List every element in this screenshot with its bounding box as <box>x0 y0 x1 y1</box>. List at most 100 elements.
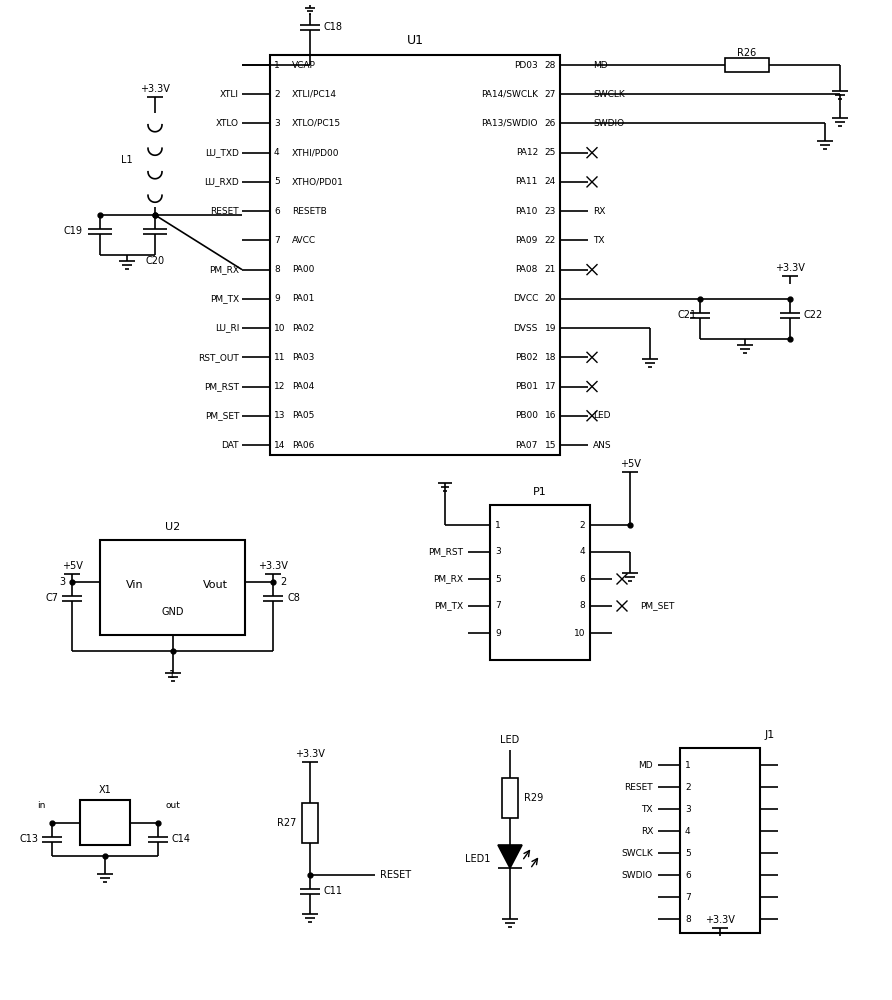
Text: 4: 4 <box>274 148 279 157</box>
Bar <box>100 540 245 635</box>
Text: XTLI: XTLI <box>220 90 239 99</box>
Text: AVCC: AVCC <box>292 236 316 245</box>
Text: 7: 7 <box>274 236 280 245</box>
Text: C18: C18 <box>323 22 342 32</box>
Text: 6: 6 <box>685 870 690 880</box>
Text: 11: 11 <box>274 353 285 362</box>
Text: XTHO/PD01: XTHO/PD01 <box>292 177 344 186</box>
Text: PA03: PA03 <box>292 353 314 362</box>
Text: PA12: PA12 <box>516 148 538 157</box>
Text: 9: 9 <box>274 294 280 303</box>
Text: 26: 26 <box>545 119 556 128</box>
Text: 28: 28 <box>545 60 556 70</box>
Text: PA06: PA06 <box>292 440 314 450</box>
Text: +3.3V: +3.3V <box>140 84 170 94</box>
Text: 5: 5 <box>685 848 690 857</box>
Text: PM_RX: PM_RX <box>209 265 239 274</box>
Text: out: out <box>165 800 180 810</box>
Text: SWCLK: SWCLK <box>621 848 653 857</box>
Text: 2: 2 <box>580 520 585 530</box>
Text: LU_RI: LU_RI <box>215 324 239 333</box>
Text: 10: 10 <box>274 324 285 333</box>
Text: LED1: LED1 <box>465 854 490 864</box>
Text: C19: C19 <box>63 226 82 236</box>
Text: LED: LED <box>500 735 520 745</box>
Text: J1: J1 <box>765 730 775 740</box>
Text: 22: 22 <box>545 236 556 245</box>
Text: 5: 5 <box>495 574 500 584</box>
Bar <box>302 802 318 842</box>
Text: TX: TX <box>641 804 653 814</box>
Text: PM_SET: PM_SET <box>640 601 674 610</box>
Text: 4: 4 <box>685 826 690 836</box>
Text: 12: 12 <box>274 382 285 391</box>
Text: C7: C7 <box>45 593 58 603</box>
Text: RESET: RESET <box>211 207 239 216</box>
Text: PB02: PB02 <box>515 353 538 362</box>
Text: PD03: PD03 <box>515 60 538 70</box>
Text: PA09: PA09 <box>516 236 538 245</box>
Text: 3: 3 <box>685 804 690 814</box>
Text: 17: 17 <box>544 382 556 391</box>
Text: PB01: PB01 <box>515 382 538 391</box>
Text: 14: 14 <box>274 440 285 450</box>
Text: DVSS: DVSS <box>514 324 538 333</box>
Text: PM_RST: PM_RST <box>204 382 239 391</box>
Text: RX: RX <box>593 207 606 216</box>
Text: PA00: PA00 <box>292 265 314 274</box>
Text: 2: 2 <box>280 577 286 587</box>
Text: MD: MD <box>593 60 607 70</box>
Text: PB00: PB00 <box>515 411 538 420</box>
Text: 8: 8 <box>685 914 690 924</box>
Text: 13: 13 <box>274 411 285 420</box>
Text: 15: 15 <box>544 440 556 450</box>
Bar <box>724 58 769 72</box>
Text: 1: 1 <box>495 520 500 530</box>
Text: L1: L1 <box>121 155 133 165</box>
Text: RESET: RESET <box>624 782 653 792</box>
Text: PM_TX: PM_TX <box>434 601 463 610</box>
Text: R26: R26 <box>737 48 756 58</box>
Text: SWCLK: SWCLK <box>593 90 624 99</box>
Text: 18: 18 <box>544 353 556 362</box>
Text: U2: U2 <box>165 522 180 532</box>
Text: 4: 4 <box>580 548 585 556</box>
Text: C22: C22 <box>804 310 823 320</box>
Text: PA10: PA10 <box>516 207 538 216</box>
Text: +3.3V: +3.3V <box>295 749 325 759</box>
Text: 3: 3 <box>274 119 280 128</box>
Text: PA13/SWDIO: PA13/SWDIO <box>482 119 538 128</box>
Text: 8: 8 <box>579 601 585 610</box>
Text: 21: 21 <box>545 265 556 274</box>
Text: PA11: PA11 <box>516 177 538 186</box>
Text: TX: TX <box>593 236 605 245</box>
Text: PA07: PA07 <box>516 440 538 450</box>
Text: GND: GND <box>161 607 184 617</box>
Text: C11: C11 <box>324 886 343 896</box>
Text: 6: 6 <box>579 574 585 584</box>
Text: 2: 2 <box>685 782 690 792</box>
Text: +3.3V: +3.3V <box>705 915 735 925</box>
Text: RESET: RESET <box>380 870 411 880</box>
Text: 9: 9 <box>495 629 500 638</box>
Text: ANS: ANS <box>593 440 612 450</box>
Text: PA14/SWCLK: PA14/SWCLK <box>481 90 538 99</box>
Text: 6: 6 <box>274 207 280 216</box>
Text: LU_TXD: LU_TXD <box>205 148 239 157</box>
Bar <box>270 55 560 455</box>
Text: PA01: PA01 <box>292 294 314 303</box>
Text: in: in <box>37 800 45 810</box>
Polygon shape <box>498 845 522 868</box>
Text: R29: R29 <box>524 793 543 803</box>
Text: 23: 23 <box>545 207 556 216</box>
Text: RESETB: RESETB <box>292 207 326 216</box>
Text: 3: 3 <box>495 548 500 556</box>
Text: RX: RX <box>640 826 653 836</box>
Text: X1: X1 <box>99 785 112 795</box>
Text: Vout: Vout <box>202 580 227 590</box>
Text: C8: C8 <box>287 593 300 603</box>
Text: 20: 20 <box>545 294 556 303</box>
Text: 1: 1 <box>274 60 280 70</box>
Text: 25: 25 <box>545 148 556 157</box>
Text: PA02: PA02 <box>292 324 314 333</box>
